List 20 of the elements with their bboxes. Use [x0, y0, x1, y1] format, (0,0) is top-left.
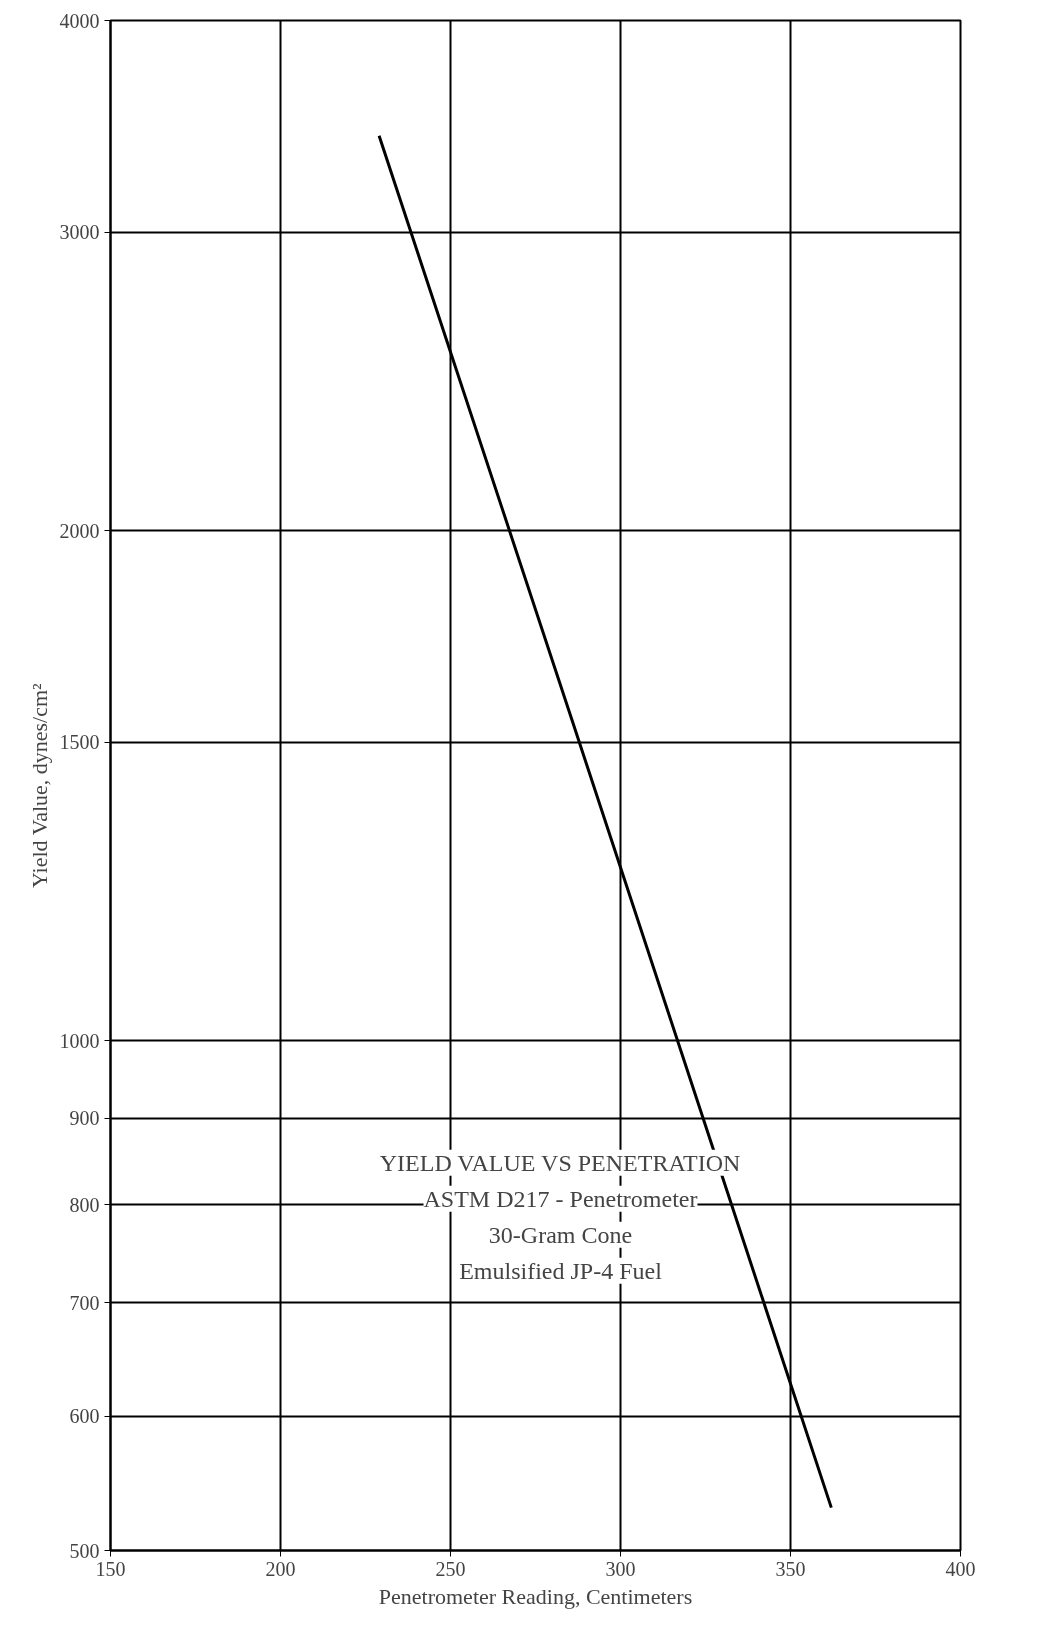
x-axis-title: Penetrometer Reading, Centimeters — [378, 1583, 693, 1609]
annotation: ASTM D217 - Penetrometer — [423, 1185, 698, 1212]
y-tick-label: 2000 — [59, 519, 100, 542]
y-tick-label: 600 — [69, 1405, 100, 1428]
annotation: YIELD VALUE VS PENETRATION — [379, 1149, 741, 1176]
x-tick-label: 400 — [945, 1557, 976, 1580]
y-axis-title: Yield Value, dynes/cm² — [26, 682, 52, 889]
y-tick-label: 900 — [69, 1107, 100, 1130]
y-tick-label: 800 — [69, 1193, 100, 1216]
annotation: 30-Gram Cone — [488, 1221, 633, 1248]
y-tick-label: 1000 — [59, 1029, 100, 1052]
y-tick-label: 4000 — [59, 9, 100, 32]
y-tick-label: 1500 — [59, 731, 100, 754]
x-tick-label: 350 — [775, 1557, 806, 1580]
y-tick-label: 3000 — [59, 221, 100, 244]
x-tick-label: 300 — [605, 1557, 636, 1580]
y-tick-label: 700 — [69, 1291, 100, 1314]
x-tick-label: 200 — [265, 1557, 296, 1580]
annotation: Emulsified JP-4 Fuel — [459, 1257, 663, 1284]
x-tick-label: 250 — [435, 1557, 466, 1580]
